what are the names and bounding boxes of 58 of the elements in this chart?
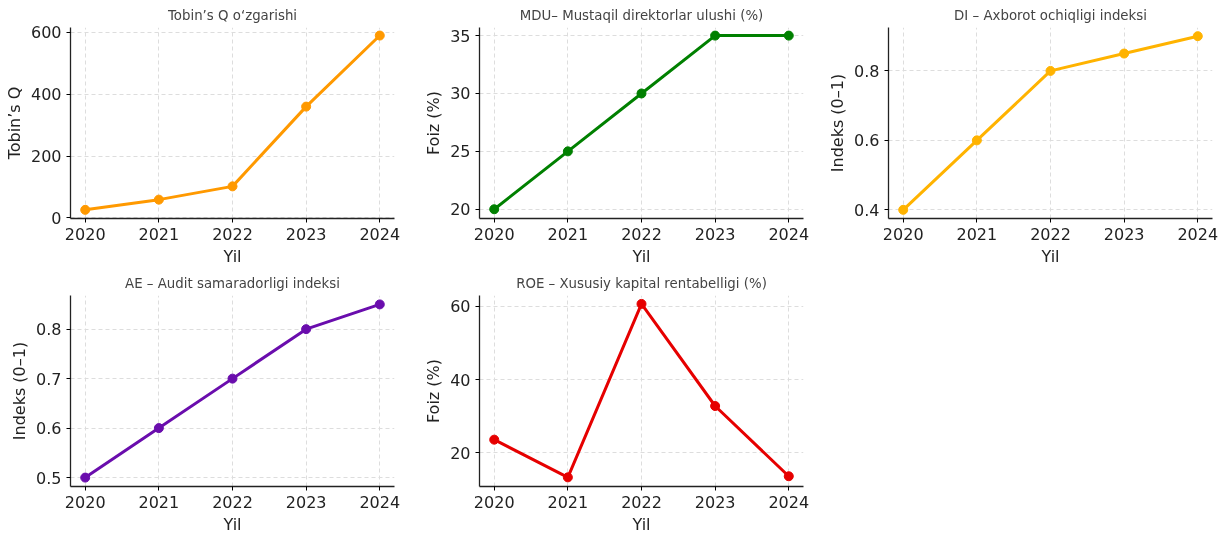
x-tick-label: 2023 [1103,224,1145,244]
x-tick-label: 2023 [694,492,736,512]
x-tick-label: 2021 [547,492,589,512]
x-tick-label: 2022 [621,492,662,512]
y-tick-label: 0.5 [36,468,62,488]
x-tick-label: 2021 [547,224,589,244]
chart-title: ROE – Xususiy kapital rentabelligi (%) [516,275,767,291]
y-tick-label: 0 [51,208,62,228]
y-tick-label: 60 [450,297,471,317]
x-tick-label: 2020 [64,492,106,512]
x-tick-label: 2023 [285,492,327,512]
y-tick-label: 20 [450,443,471,463]
y-axis-title: Indeks (0–1) [10,341,30,441]
x-tick-label: 2024 [1177,224,1219,244]
y-tick-label: 0.6 [36,419,62,439]
y-tick-label: 20 [450,200,471,220]
x-axis-title: Yil [631,514,651,534]
x-tick-label: 2020 [882,224,924,244]
y-tick-label: 200 [30,147,62,167]
x-tick-label: 2022 [1030,224,1071,244]
y-tick-label: 0.8 [36,320,62,340]
x-tick-label: 2020 [473,224,515,244]
x-tick-label: 2024 [768,224,810,244]
x-tick-label: 2024 [768,492,810,512]
chart-title: Tobin’s Q o‘zgarishi [166,7,298,23]
y-tick-label: 30 [450,84,471,104]
x-axis-title: Yil [1040,246,1060,266]
x-axis-title: Yil [222,246,242,266]
y-tick-label: 600 [30,23,62,43]
y-axis-title: Tobin’s Q [4,86,24,161]
y-tick-label: 25 [450,142,471,162]
x-tick-label: 2022 [212,492,253,512]
y-tick-label: 400 [30,85,62,105]
y-axis-title: Foiz (%) [424,358,444,424]
x-axis-title: Yil [222,514,242,534]
y-axis-title: Foiz (%) [424,90,444,156]
x-axis-title: Yil [631,246,651,266]
y-tick-label: 0.7 [36,369,62,389]
x-tick-label: 2020 [64,224,106,244]
chart-title: DI – Axborot ochiqligi indeksi [954,7,1147,23]
y-tick-label: 0.4 [854,200,880,220]
x-tick-label: 2021 [138,492,180,512]
y-tick-label: 35 [450,26,471,46]
x-tick-label: 2021 [956,224,998,244]
x-tick-label: 2020 [473,492,515,512]
chart-title: MDU– Mustaqil direktorlar ulushi (%) [519,7,764,23]
y-tick-label: 40 [450,370,471,390]
y-axis-title: Indeks (0–1) [828,73,848,173]
x-tick-label: 2022 [621,224,662,244]
x-tick-label: 2024 [359,224,401,244]
x-tick-label: 2022 [212,224,253,244]
y-tick-label: 0.6 [854,131,880,151]
x-tick-label: 2023 [694,224,736,244]
y-tick-label: 0.8 [854,61,880,81]
x-tick-label: 2021 [138,224,180,244]
x-tick-label: 2024 [359,492,401,512]
chart-title: AE – Audit samaradorligi indeksi [125,275,340,291]
x-tick-label: 2023 [285,224,327,244]
